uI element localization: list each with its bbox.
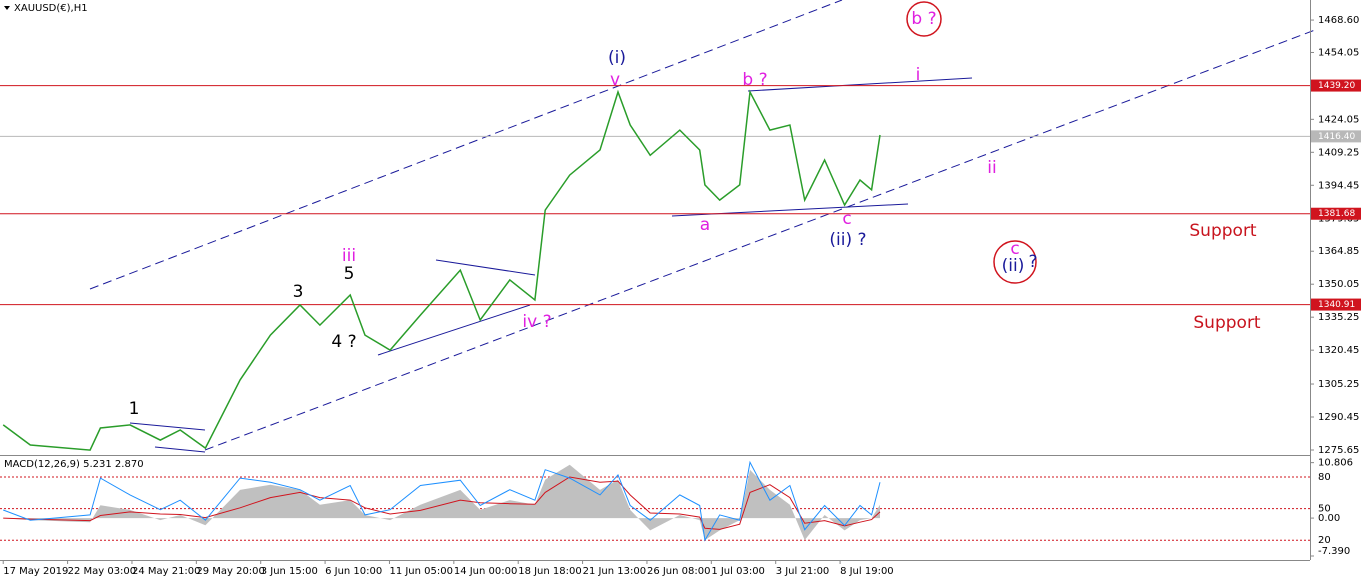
circles bbox=[906, 1, 1037, 284]
y-tick-label: 1394.45 bbox=[1318, 180, 1359, 191]
x-tick-label: 1 Jul 03:00 bbox=[711, 566, 765, 577]
wave-label: iv ? bbox=[522, 312, 551, 332]
price-line bbox=[2, 89, 881, 451]
x-tick-label: 11 Jun 05:00 bbox=[389, 566, 453, 577]
wave-label: ? bbox=[1028, 252, 1037, 272]
wave-label: 4 ? bbox=[331, 332, 356, 352]
signal-line bbox=[3, 476, 881, 530]
wave-label: b ? bbox=[742, 70, 767, 90]
x-tick-label: 29 May 20:00 bbox=[196, 566, 265, 577]
trend-line bbox=[129, 422, 206, 431]
wave-label: v bbox=[610, 70, 620, 90]
y-tick-label: -7.390 bbox=[1318, 546, 1350, 557]
y-tick-label: 1468.60 bbox=[1318, 15, 1359, 26]
y-tick-label: 1290.45 bbox=[1318, 412, 1359, 423]
price-level-label: 1340.91 bbox=[1318, 300, 1355, 310]
lower-channel bbox=[204, 29, 1316, 451]
wave-label: b ? bbox=[911, 9, 936, 29]
y-tick-label: 1364.85 bbox=[1318, 246, 1359, 257]
price-level-box bbox=[1311, 207, 1361, 220]
y2-tick-label: 80 bbox=[1318, 472, 1331, 483]
y-tick-label: 1350.05 bbox=[1318, 279, 1359, 290]
x-tick-label: 26 Jun 08:00 bbox=[647, 566, 711, 577]
x-tick-label: 3 Jun 15:00 bbox=[261, 566, 318, 577]
y2-tick-label: 50 bbox=[1318, 504, 1331, 515]
trend-line bbox=[154, 446, 206, 453]
y-tick-label: 10.806 bbox=[1318, 458, 1353, 469]
x-tick-label: 24 May 21:00 bbox=[132, 566, 201, 577]
y-tick-label: 1454.05 bbox=[1318, 47, 1359, 58]
wave-label: 5 bbox=[344, 264, 355, 284]
menu-arrow bbox=[4, 6, 10, 10]
wave-label: a bbox=[700, 215, 710, 235]
x-tick-label: 6 Jun 10:00 bbox=[325, 566, 382, 577]
price-level-box bbox=[1311, 79, 1361, 92]
y-tick-label: 1275.65 bbox=[1318, 445, 1359, 456]
wave-label: iii bbox=[342, 246, 356, 266]
wave-label: (i) bbox=[608, 48, 626, 68]
price-level-label: 1439.20 bbox=[1318, 81, 1355, 91]
x-tick-label: 22 May 03:00 bbox=[68, 566, 137, 577]
price-level-label: 1416.40 bbox=[1318, 132, 1355, 142]
y-tick-label: 1409.25 bbox=[1318, 147, 1359, 158]
macd-histogram bbox=[3, 464, 880, 541]
upper-channel bbox=[89, 0, 843, 290]
y-tick-label: 1305.25 bbox=[1318, 379, 1359, 390]
wave-label: i bbox=[916, 65, 921, 85]
y-tick-label: 1320.45 bbox=[1318, 345, 1359, 356]
y-tick-label: 1335.25 bbox=[1318, 312, 1359, 323]
trend-lines bbox=[129, 77, 973, 453]
price-level-label: 1381.68 bbox=[1318, 209, 1355, 219]
x-tick-label: 18 Jun 18:00 bbox=[518, 566, 582, 577]
circle-marker bbox=[906, 1, 942, 37]
wave-label: Support bbox=[1189, 221, 1257, 241]
x-tick-label: 21 Jun 13:00 bbox=[583, 566, 647, 577]
wave-label: ii bbox=[987, 158, 996, 178]
x-tick-label: 14 Jun 00:00 bbox=[454, 566, 518, 577]
trend-line bbox=[747, 77, 973, 92]
wave-label: Support bbox=[1193, 313, 1261, 333]
symbol-title: XAUUSD(€),H1 bbox=[14, 3, 88, 14]
trend-line bbox=[435, 259, 536, 276]
y-tick-label: 1424.05 bbox=[1318, 114, 1359, 125]
x-tick-label: 3 Jul 21:00 bbox=[776, 566, 830, 577]
wave-label: 1 bbox=[129, 399, 140, 419]
wave-label: 3 bbox=[293, 282, 304, 302]
price-level-box bbox=[1311, 298, 1361, 311]
wave-label: (ii) ? bbox=[829, 230, 866, 250]
indicator-line bbox=[3, 460, 881, 542]
wave-label: c bbox=[1010, 239, 1019, 259]
price-level-box bbox=[1311, 130, 1361, 143]
y2-tick-label: 20 bbox=[1318, 535, 1331, 546]
channel-lines bbox=[89, 0, 1316, 451]
macd-title: MACD(12,26,9) 5.231 2.870 bbox=[4, 459, 144, 470]
x-tick-label: 17 May 2019 bbox=[3, 566, 68, 577]
circle-marker bbox=[993, 240, 1037, 284]
x-tick-label: 8 Jul 19:00 bbox=[840, 566, 894, 577]
trend-line bbox=[377, 304, 531, 356]
wave-label: (ii) bbox=[1002, 256, 1025, 276]
wave-label: c bbox=[842, 209, 851, 229]
y-tick-label: 0.00 bbox=[1318, 513, 1340, 524]
